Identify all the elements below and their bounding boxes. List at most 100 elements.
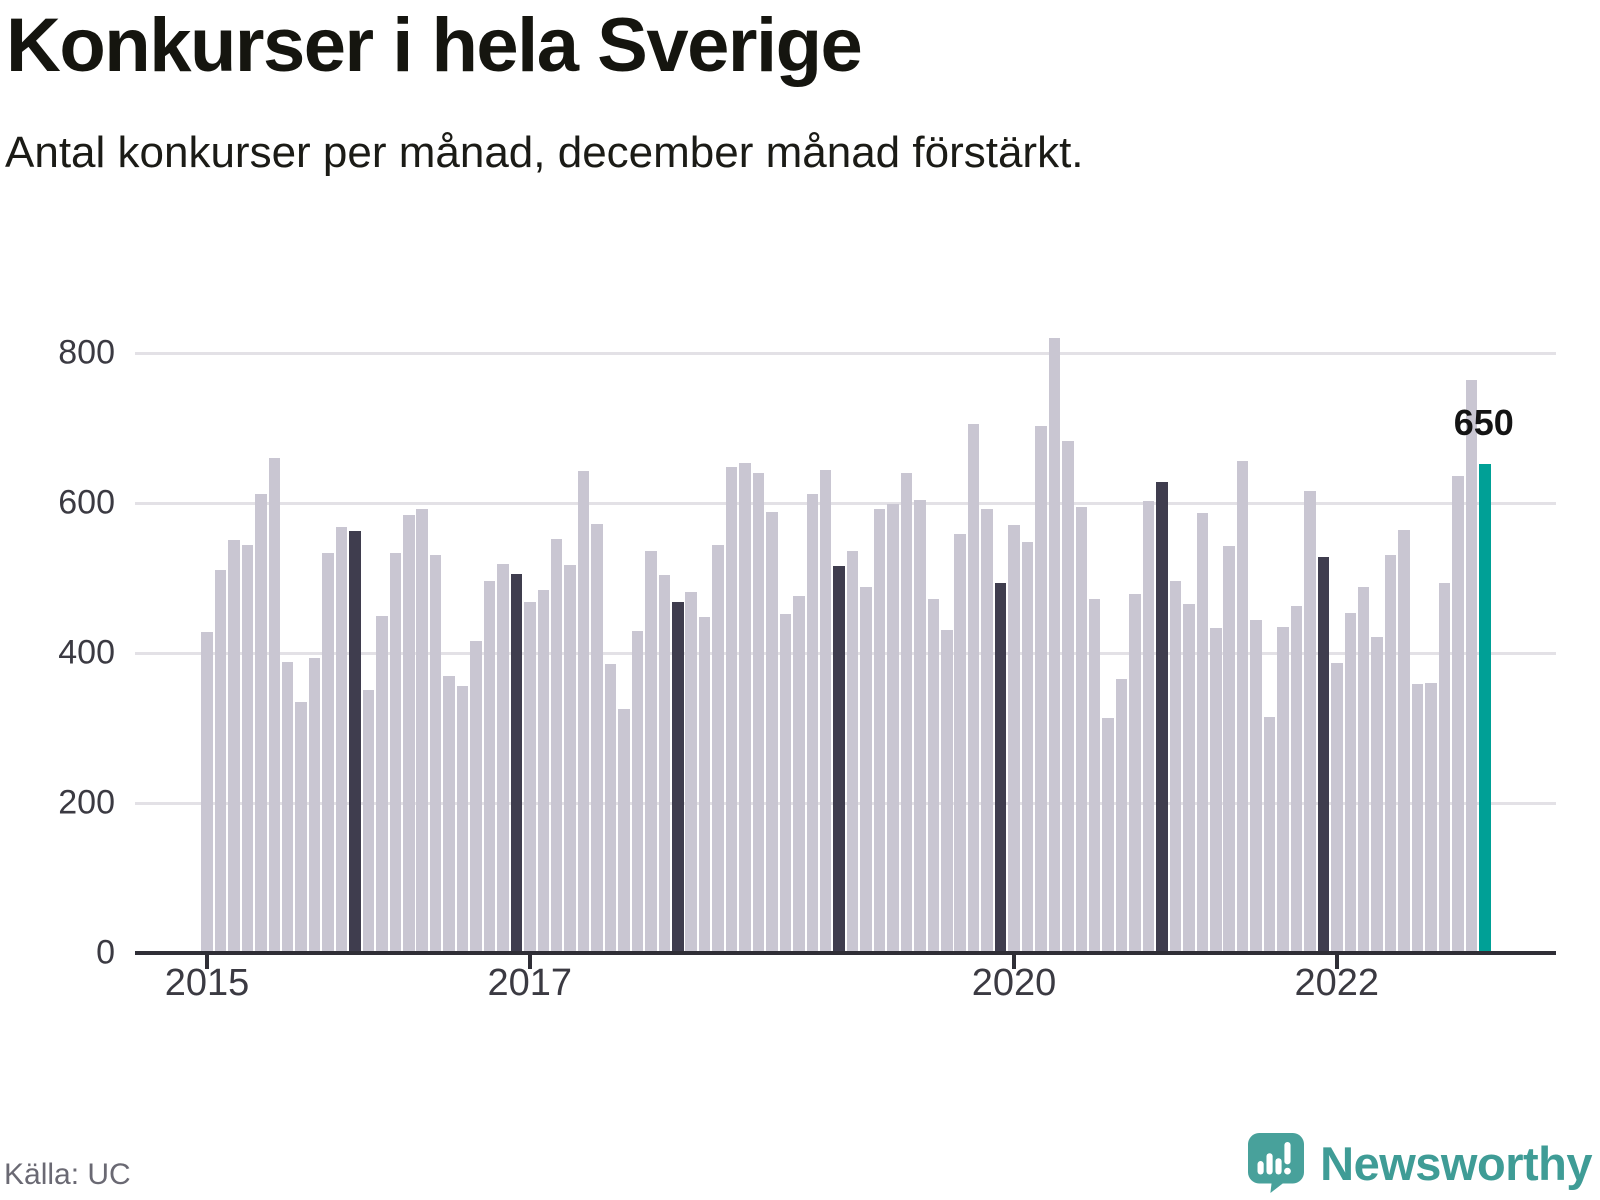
y-axis-label-0: 0 — [96, 933, 115, 972]
bar-2018-09 — [793, 596, 805, 951]
bar-2016-12 — [510, 573, 523, 951]
bar-2022-11 — [1465, 379, 1478, 951]
bar-2015-04 — [241, 544, 254, 951]
bar-2017-10 — [645, 551, 657, 951]
y-axis-label-800: 800 — [58, 333, 115, 372]
bar-2021-03 — [1196, 513, 1209, 951]
bar-2016-07 — [443, 675, 455, 951]
x-axis-label-2020: 2020 — [971, 962, 1057, 1004]
y-axis-label-200: 200 — [58, 783, 115, 822]
bar-2019-06 — [914, 499, 926, 951]
bar-2021-07 — [1250, 620, 1262, 951]
x-axis-line — [135, 951, 1556, 955]
bar-2016-11 — [497, 564, 509, 951]
gridline-200 — [135, 801, 1556, 805]
bar-2020-08 — [1102, 717, 1114, 951]
bar-2018-12 — [833, 566, 845, 951]
bar-2022-08 — [1425, 683, 1437, 951]
bar-2019-08 — [941, 630, 953, 951]
gridline-800 — [135, 351, 1556, 355]
bar-2015-12 — [349, 531, 361, 951]
bar-2018-01 — [685, 591, 697, 951]
bar-2015-05 — [255, 493, 267, 951]
bar-2018-07 — [766, 512, 778, 951]
bar-2020-03 — [1035, 426, 1047, 951]
bar-2021-04 — [1210, 627, 1222, 951]
bar-2016-08 — [456, 686, 469, 951]
bar-2022-09 — [1438, 582, 1451, 951]
bar-2020-09 — [1115, 678, 1128, 951]
x-axis-label-2022: 2022 — [1294, 962, 1380, 1004]
bar-2015-01 — [201, 631, 213, 951]
x-axis-label-2017: 2017 — [487, 962, 573, 1004]
bar-2020-02 — [1021, 542, 1034, 951]
bar-2016-10 — [483, 581, 496, 951]
gridline-400 — [135, 651, 1556, 655]
newsworthy-logo: Newsworthy — [1248, 1133, 1592, 1193]
bar-2016-04 — [403, 515, 415, 951]
bar-2017-03 — [550, 538, 563, 951]
bar-2015-03 — [228, 540, 240, 951]
bar-2017-01 — [524, 601, 536, 951]
bar-2016-06 — [429, 555, 442, 951]
bar-2017-08 — [618, 708, 630, 951]
bar-2017-05 — [577, 471, 590, 951]
bar-2015-08 — [295, 702, 307, 951]
bar-2019-04 — [887, 504, 899, 951]
bar-2020-10 — [1129, 594, 1141, 951]
x-axis-tick-2022 — [1334, 955, 1339, 969]
bar-2020-07 — [1088, 599, 1101, 951]
bar-2019-10 — [967, 423, 980, 951]
bar-2018-03 — [712, 545, 724, 951]
bar-2021-02 — [1183, 603, 1195, 951]
x-axis-tick-2015 — [205, 955, 209, 969]
bar-2017-07 — [604, 663, 617, 951]
bar-2018-06 — [752, 472, 765, 951]
bar-2022-04 — [1371, 636, 1383, 951]
bar-2020-06 — [1075, 507, 1087, 951]
bar-2015-06 — [268, 458, 280, 951]
bar-2019-02 — [860, 587, 872, 951]
bar-2017-02 — [537, 589, 549, 951]
bar-2017-09 — [631, 630, 644, 951]
bar-2018-02 — [698, 616, 711, 951]
bar-2022-01 — [1331, 663, 1343, 951]
newsworthy-logo-text: Newsworthy — [1320, 1136, 1592, 1190]
bar-2020-05 — [1062, 441, 1074, 951]
chart-title: Konkurser i hela Sverige — [6, 3, 863, 88]
bar-2019-12 — [994, 582, 1007, 951]
x-axis-tick-2020 — [1012, 955, 1016, 969]
bar-2015-11 — [335, 527, 348, 951]
highlight-value-label: 650 — [1453, 401, 1514, 443]
bar-2021-12 — [1317, 557, 1330, 951]
bar-2017-12 — [672, 602, 684, 951]
bar-2018-11 — [819, 470, 832, 951]
gridline-600 — [135, 501, 1556, 505]
bar-2021-01 — [1169, 580, 1182, 951]
bar-2016-03 — [389, 552, 402, 951]
bar-2020-11 — [1142, 501, 1155, 951]
newsworthy-logo-icon — [1248, 1133, 1305, 1193]
bar-2017-11 — [658, 574, 671, 951]
bar-2022-03 — [1357, 587, 1370, 951]
y-axis-label-400: 400 — [58, 633, 115, 672]
bar-2016-09 — [470, 640, 482, 951]
bar-2016-02 — [376, 615, 388, 951]
bar-2022-06 — [1398, 529, 1410, 951]
bar-2022-07 — [1411, 684, 1424, 951]
bar-2022-12-highlight — [1479, 463, 1491, 951]
bar-2016-05 — [416, 508, 428, 951]
bar-2015-07 — [281, 661, 294, 951]
bar-2019-07 — [927, 599, 940, 951]
bar-2021-08 — [1263, 717, 1276, 951]
bar-2020-01 — [1008, 525, 1020, 951]
bar-2019-01 — [846, 551, 859, 951]
x-axis-label-2015: 2015 — [164, 962, 250, 1004]
bar-2018-10 — [806, 494, 818, 951]
source-note: Källa: UC — [4, 1158, 131, 1191]
bar-2016-01 — [362, 690, 375, 951]
bar-2018-04 — [725, 466, 738, 951]
bar-2015-02 — [214, 570, 227, 951]
bar-2017-04 — [564, 564, 576, 951]
bar-2022-02 — [1344, 612, 1356, 951]
